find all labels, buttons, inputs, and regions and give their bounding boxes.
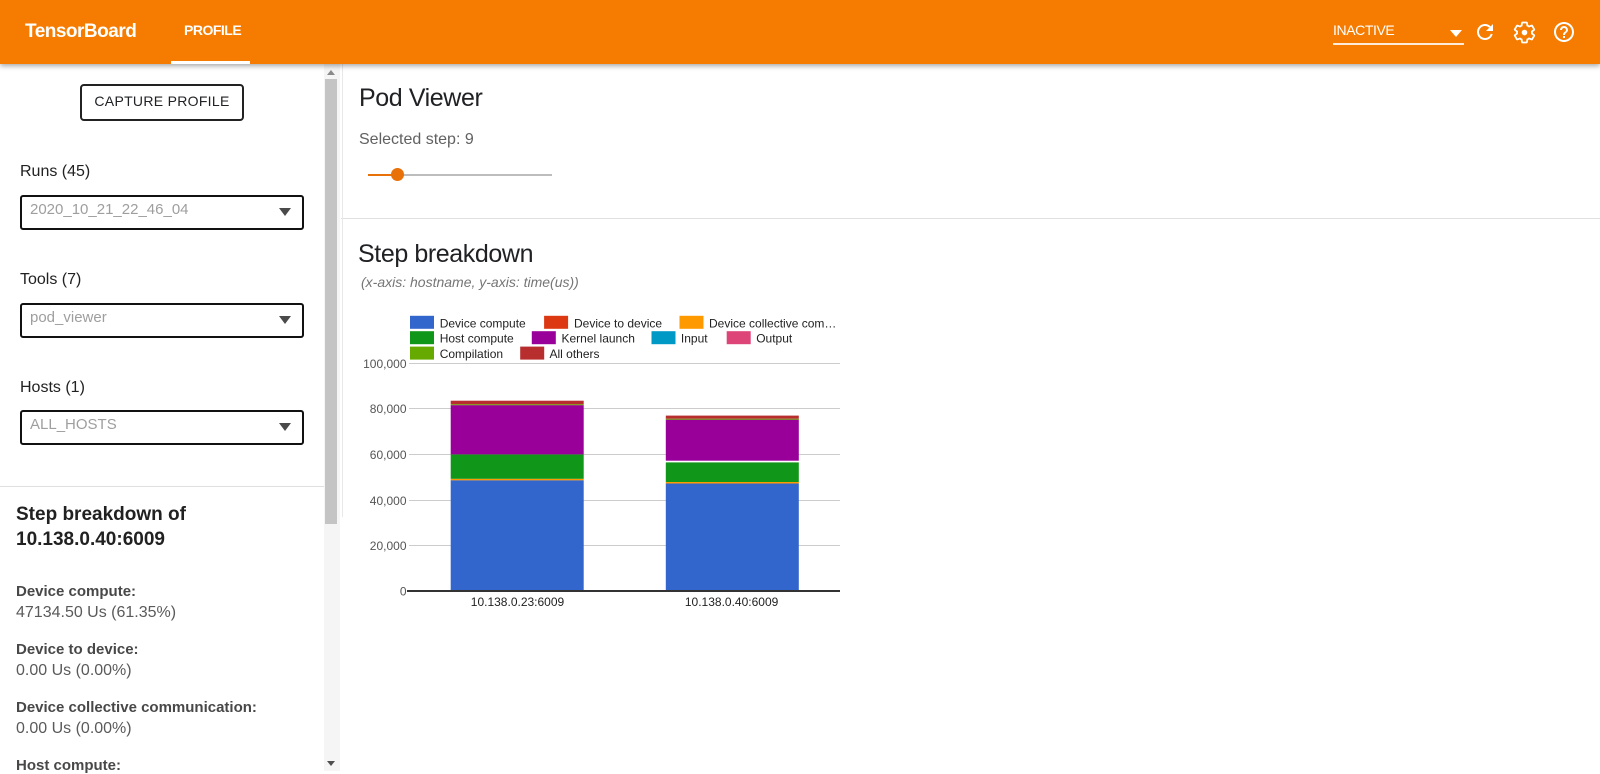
svg-text:Output: Output — [756, 332, 793, 346]
svg-text:Host compute: Host compute — [440, 332, 514, 346]
svg-text:80,000: 80,000 — [370, 402, 407, 416]
svg-text:Input: Input — [681, 332, 708, 346]
svg-text:100,000: 100,000 — [363, 357, 407, 371]
svg-text:60,000: 60,000 — [370, 448, 407, 462]
svg-text:Kernel launch: Kernel launch — [562, 332, 635, 346]
svg-text:Device to device: Device to device — [574, 316, 662, 330]
svg-text:40,000: 40,000 — [370, 494, 407, 508]
svg-text:All others: All others — [550, 347, 600, 361]
svg-text:Device collective com…: Device collective com… — [709, 316, 836, 330]
svg-text:10.138.0.40:6009: 10.138.0.40:6009 — [685, 595, 779, 609]
svg-text:20,000: 20,000 — [370, 539, 407, 553]
svg-text:Device compute: Device compute — [440, 316, 526, 330]
svg-text:0: 0 — [400, 585, 407, 599]
svg-text:10.138.0.23:6009: 10.138.0.23:6009 — [471, 595, 565, 609]
svg-text:Compilation: Compilation — [440, 347, 503, 361]
